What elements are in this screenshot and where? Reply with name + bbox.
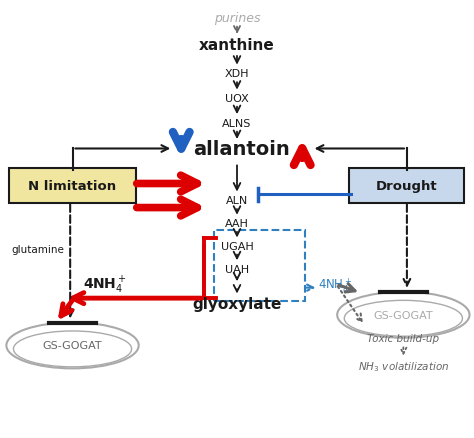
Text: 4NH$_4^+$: 4NH$_4^+$ — [83, 274, 127, 295]
Text: N limitation: N limitation — [28, 180, 117, 193]
FancyBboxPatch shape — [349, 169, 465, 204]
Text: AAH: AAH — [225, 219, 249, 228]
Text: NH$_3$ volatilization: NH$_3$ volatilization — [358, 360, 449, 374]
Ellipse shape — [337, 292, 470, 338]
Text: glyoxylate: glyoxylate — [192, 297, 282, 311]
Text: GS-GOGAT: GS-GOGAT — [374, 310, 433, 320]
Text: Toxic build-up: Toxic build-up — [367, 333, 439, 343]
Text: UGAH: UGAH — [220, 241, 254, 251]
Text: XDH: XDH — [225, 69, 249, 79]
Text: xanthine: xanthine — [199, 38, 275, 53]
Text: purines: purines — [214, 12, 260, 25]
Text: UOX: UOX — [225, 94, 249, 104]
Text: GS-GOGAT: GS-GOGAT — [43, 341, 102, 350]
Text: allantoin: allantoin — [193, 140, 290, 159]
Text: 4NH$_4^+$: 4NH$_4^+$ — [318, 275, 353, 294]
Text: Drought: Drought — [376, 180, 438, 193]
Text: ALN: ALN — [226, 196, 248, 206]
FancyBboxPatch shape — [9, 169, 136, 204]
Ellipse shape — [6, 323, 139, 368]
Text: ALNS: ALNS — [222, 118, 252, 128]
Text: UAH: UAH — [225, 264, 249, 274]
Text: glutamine: glutamine — [11, 244, 64, 254]
